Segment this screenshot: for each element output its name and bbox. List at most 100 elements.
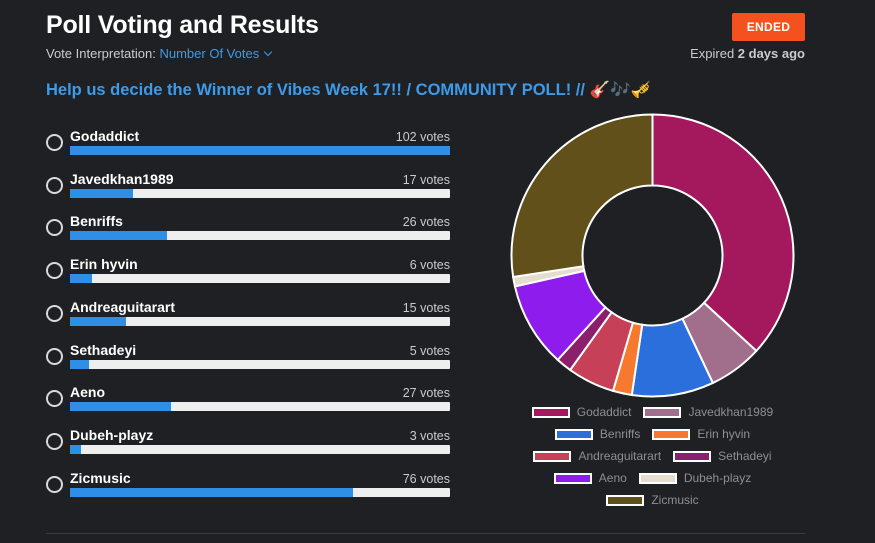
legend-swatch <box>533 450 572 462</box>
vote-bar <box>70 188 450 198</box>
legend-item[interactable]: Godaddict <box>531 405 632 419</box>
legend-item[interactable]: Dubeh-playz <box>638 471 752 485</box>
vote-bar <box>70 146 450 155</box>
option-name: Aeno <box>70 384 105 401</box>
legend-label: Benriffs <box>599 427 641 441</box>
legend-swatch <box>531 406 570 418</box>
option-votes: 3 votes <box>409 428 450 443</box>
legend-label: Javedkhan1989 <box>688 405 774 419</box>
poll-question: Help us decide the Winner of Vibes Week … <box>46 81 652 99</box>
legend-label: Zicmusic <box>651 493 699 507</box>
legend-item[interactable]: Erin hyvin <box>652 427 750 441</box>
vote-bar <box>70 402 450 412</box>
option-name: Zicmusic <box>70 469 131 486</box>
legend-swatch <box>673 450 712 462</box>
poll-option: Sethadeyi 5 votes <box>46 342 450 372</box>
option-votes: 102 votes <box>395 130 450 144</box>
legend-swatch <box>638 472 677 484</box>
status-badge: ENDED <box>732 13 805 41</box>
legend-swatch <box>643 406 682 418</box>
legend-row: Andreaguitarart Sethadeyi <box>500 445 805 467</box>
vote-bar <box>70 444 450 454</box>
vote-bar-fill <box>70 316 126 326</box>
option-name: Andreaguitarart <box>70 298 176 315</box>
expiry-text: Expired 2 days ago <box>690 46 805 61</box>
legend-row: Godaddict Javedkhan1989 <box>500 401 805 423</box>
expiry-prefix: Expired <box>690 46 735 61</box>
poll-option: Zicmusic 76 votes <box>46 470 450 500</box>
legend-row: Aeno Dubeh-playz <box>500 467 805 489</box>
poll-option: Javedkhan1989 17 votes <box>46 171 450 201</box>
vote-bar <box>70 231 450 241</box>
option-radio[interactable] <box>46 390 63 408</box>
legend-item[interactable]: Aeno <box>553 471 627 485</box>
option-radio[interactable] <box>46 304 63 322</box>
option-radio[interactable] <box>46 176 63 194</box>
option-radio[interactable] <box>46 475 63 493</box>
vote-bar-fill <box>70 274 93 284</box>
legend-label: Erin hyvin <box>697 427 751 441</box>
option-votes: 6 votes <box>409 258 450 273</box>
vote-interpretation-label: Vote Interpretation: <box>46 46 156 61</box>
legend-label: Andreaguitarart <box>578 449 662 463</box>
legend-swatch <box>652 428 691 440</box>
option-name: Javedkhan1989 <box>70 170 174 187</box>
option-radio[interactable] <box>46 219 63 237</box>
legend-swatch <box>606 494 645 506</box>
legend-item[interactable]: Andreaguitarart <box>533 449 661 463</box>
option-radio[interactable] <box>46 432 63 450</box>
vote-bar <box>70 359 450 369</box>
vote-interpretation: Vote Interpretation: Number Of Votes <box>46 46 273 61</box>
option-votes: 5 votes <box>409 343 450 358</box>
donut-slice <box>651 113 795 353</box>
vote-bar-fill <box>70 487 354 497</box>
divider <box>46 533 805 534</box>
option-radio[interactable] <box>46 262 63 280</box>
option-votes: 76 votes <box>402 471 450 486</box>
vote-bar <box>70 487 450 497</box>
vote-bar-fill <box>70 402 171 412</box>
option-votes: 15 votes <box>402 300 450 315</box>
legend-swatch <box>553 472 592 484</box>
option-radio[interactable] <box>46 134 63 151</box>
option-votes: 27 votes <box>402 386 450 401</box>
option-votes: 26 votes <box>402 215 450 230</box>
vote-interpretation-value: Number Of Votes <box>159 46 260 61</box>
vote-bar-fill <box>70 359 89 369</box>
vote-bar <box>70 316 450 326</box>
legend-swatch <box>554 428 593 440</box>
legend-row: Benriffs Erin hyvin <box>500 423 805 445</box>
legend-row: Zicmusic <box>500 489 805 511</box>
expiry-value: 2 days ago <box>737 46 805 61</box>
option-name: Erin hyvin <box>70 256 138 273</box>
donut-slice <box>510 113 654 279</box>
legend-label: Dubeh-playz <box>683 471 752 485</box>
legend-item[interactable]: Sethadeyi <box>673 449 772 463</box>
poll-option: Andreaguitarart 15 votes <box>46 299 450 329</box>
chart-legend: Godaddict Javedkhan1989 Benriffs Erin hyvin… <box>500 401 805 511</box>
vote-bar-fill <box>70 188 134 198</box>
poll-option: Benriffs 26 votes <box>46 213 450 243</box>
vote-bar <box>70 274 450 284</box>
donut-chart <box>510 113 795 398</box>
vote-bar-fill <box>70 146 450 155</box>
legend-label: Godaddict <box>576 405 632 419</box>
option-name: Benriffs <box>70 213 123 230</box>
page-title: Poll Voting and Results <box>46 11 319 39</box>
poll-option: Aeno 27 votes <box>46 384 450 414</box>
legend-item[interactable]: Zicmusic <box>606 493 699 507</box>
poll-option: Erin hyvin 6 votes <box>46 256 450 286</box>
legend-label: Aeno <box>598 471 627 485</box>
legend-label: Sethadeyi <box>718 449 772 463</box>
vote-interpretation-dropdown[interactable]: Number Of Votes <box>159 46 273 61</box>
option-name: Godaddict <box>70 128 140 144</box>
legend-item[interactable]: Javedkhan1989 <box>643 405 773 419</box>
poll-option: Dubeh-playz 3 votes <box>46 427 450 457</box>
option-votes: 17 votes <box>402 172 450 187</box>
vote-bar-fill <box>70 444 82 454</box>
vote-bar-fill <box>70 231 167 241</box>
option-radio[interactable] <box>46 347 63 365</box>
option-name: Dubeh-playz <box>70 426 154 443</box>
chevron-down-icon <box>263 47 273 57</box>
legend-item[interactable]: Benriffs <box>554 427 641 441</box>
